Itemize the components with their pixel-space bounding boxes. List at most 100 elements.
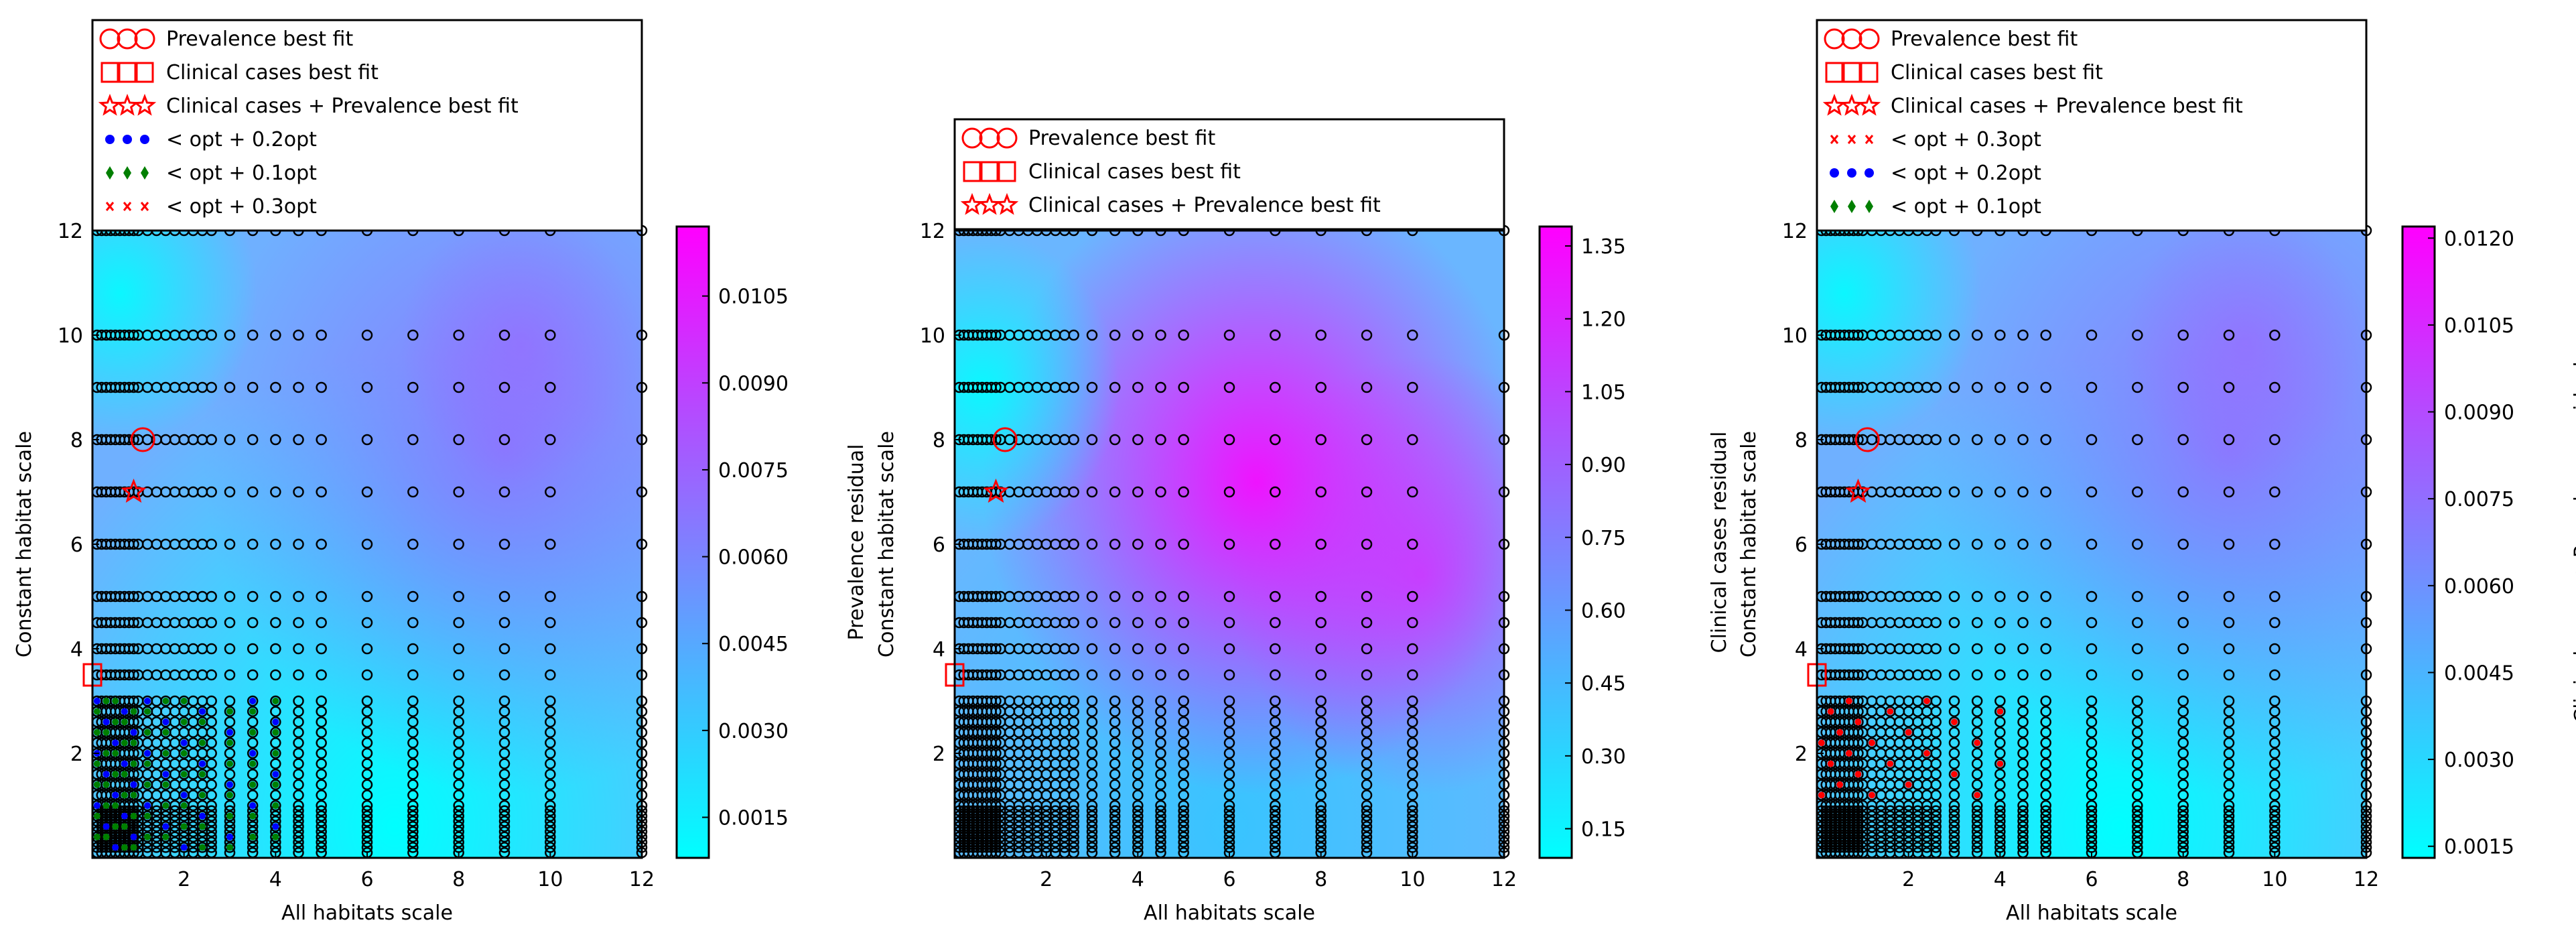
sample-point: [293, 831, 304, 843]
sample-point: [1178, 790, 1189, 801]
sample-point: [545, 695, 556, 707]
sample-point: [453, 737, 464, 749]
sample-point: [247, 716, 259, 728]
sample-point: [1178, 779, 1189, 791]
dot-blue-marker: [272, 823, 279, 830]
sample-point: [1155, 831, 1166, 843]
sample-point: [247, 842, 259, 853]
sample-point: [1994, 617, 2006, 629]
sample-point: [2269, 826, 2281, 838]
sample-point: [1068, 706, 1079, 717]
sample-point: [224, 747, 236, 759]
sample-point: [1270, 826, 1281, 838]
sample-point: [316, 716, 327, 728]
sample-point: [2086, 434, 2098, 446]
sample-point: [545, 590, 556, 603]
legend-star-icon: [133, 93, 157, 116]
sample-point: [2086, 758, 2098, 769]
sample-point: [1086, 810, 1098, 822]
sample-point: [1132, 590, 1144, 603]
sample-point: [1930, 805, 1942, 817]
dot-blue-marker: [272, 771, 279, 778]
sample-point: [2177, 820, 2189, 832]
colorbar-tick-label: 0.0090: [2444, 401, 2514, 425]
sample-point: [1971, 617, 1983, 629]
sample-point: [2086, 800, 2098, 812]
sample-point: [1086, 695, 1098, 707]
sample-point: [453, 706, 464, 717]
y-tick-label: 2: [1795, 743, 1808, 766]
sample-point: [453, 810, 464, 822]
sample-point: [1407, 826, 1418, 838]
diamond-green-marker: [144, 729, 151, 736]
sample-point: [1948, 826, 1960, 838]
sample-point: [1270, 758, 1281, 769]
sample-point: [1178, 643, 1189, 655]
sample-point: [206, 758, 217, 769]
sample-point: [361, 810, 373, 822]
sample-point: [224, 381, 236, 393]
sample-point: [316, 758, 327, 769]
sample-point: [1971, 831, 1983, 843]
sample-point: [2132, 434, 2143, 446]
sample-point: [1930, 669, 1942, 681]
sample-point: [247, 747, 259, 759]
sample-point: [1086, 800, 1098, 812]
heatmap-field: [92, 231, 642, 858]
sample-point: [1270, 747, 1281, 759]
sample-point: [1068, 669, 1079, 681]
sample-point: [1361, 643, 1373, 655]
sample-point: [2223, 434, 2235, 446]
diamond-green-marker: [112, 802, 119, 809]
diamond-green-marker: [180, 698, 188, 704]
sample-point: [1852, 737, 1864, 749]
sample-point: [1223, 695, 1235, 707]
sample-point: [2177, 590, 2189, 603]
sample-point: [1930, 831, 1942, 843]
sample-point: [1948, 836, 1960, 848]
x-tick-label: 6: [360, 868, 373, 891]
diamond-green-marker: [249, 729, 257, 736]
dot-blue-marker: [130, 833, 137, 840]
x-tick-label: 8: [1314, 868, 1327, 891]
legend-square-icon: [1860, 62, 1879, 83]
diamond-green-marker: [93, 812, 100, 820]
sample-point: [990, 669, 1002, 681]
sample-point: [270, 810, 281, 822]
sample-point: [293, 617, 304, 629]
legend-dot-icon: [123, 135, 132, 144]
sample-point: [2040, 434, 2051, 446]
sample-point: [1068, 779, 1079, 791]
diamond-green-marker: [121, 739, 128, 747]
sample-point: [1407, 836, 1418, 848]
legend-x-icon: [123, 202, 132, 211]
heatmap-field: [1817, 231, 2366, 858]
chart-panel-1: 2 4 6 8 10 12 2 4 6 8 10 12 All habitats scale Consta…: [13, 19, 868, 925]
sample-point: [990, 779, 1002, 791]
x-red-marker: [1854, 718, 1862, 726]
sample-point: [2132, 831, 2143, 843]
sample-point: [247, 768, 259, 780]
sample-point: [2223, 810, 2235, 822]
sample-point: [1086, 836, 1098, 848]
sample-point: [1223, 737, 1235, 749]
sample-point: [453, 758, 464, 769]
sample-point: [316, 768, 327, 780]
sample-point: [545, 486, 556, 498]
sample-point: [1270, 805, 1281, 817]
sample-point: [545, 826, 556, 838]
sample-point: [1315, 381, 1327, 393]
sample-point: [1971, 486, 1983, 498]
sample-point: [1223, 758, 1235, 769]
prevalence-best-fit-marker: [130, 427, 155, 452]
x-axis-label: All habitats scale: [2006, 901, 2177, 925]
legend-square-icon: [135, 62, 154, 83]
sample-point: [206, 826, 217, 838]
sample-point: [1270, 434, 1281, 446]
legend-entry: < opt + 0.2opt: [105, 128, 317, 151]
sample-point: [361, 737, 373, 749]
sample-point: [1270, 836, 1281, 848]
sample-point: [2269, 695, 2281, 707]
sample-point: [498, 779, 511, 791]
